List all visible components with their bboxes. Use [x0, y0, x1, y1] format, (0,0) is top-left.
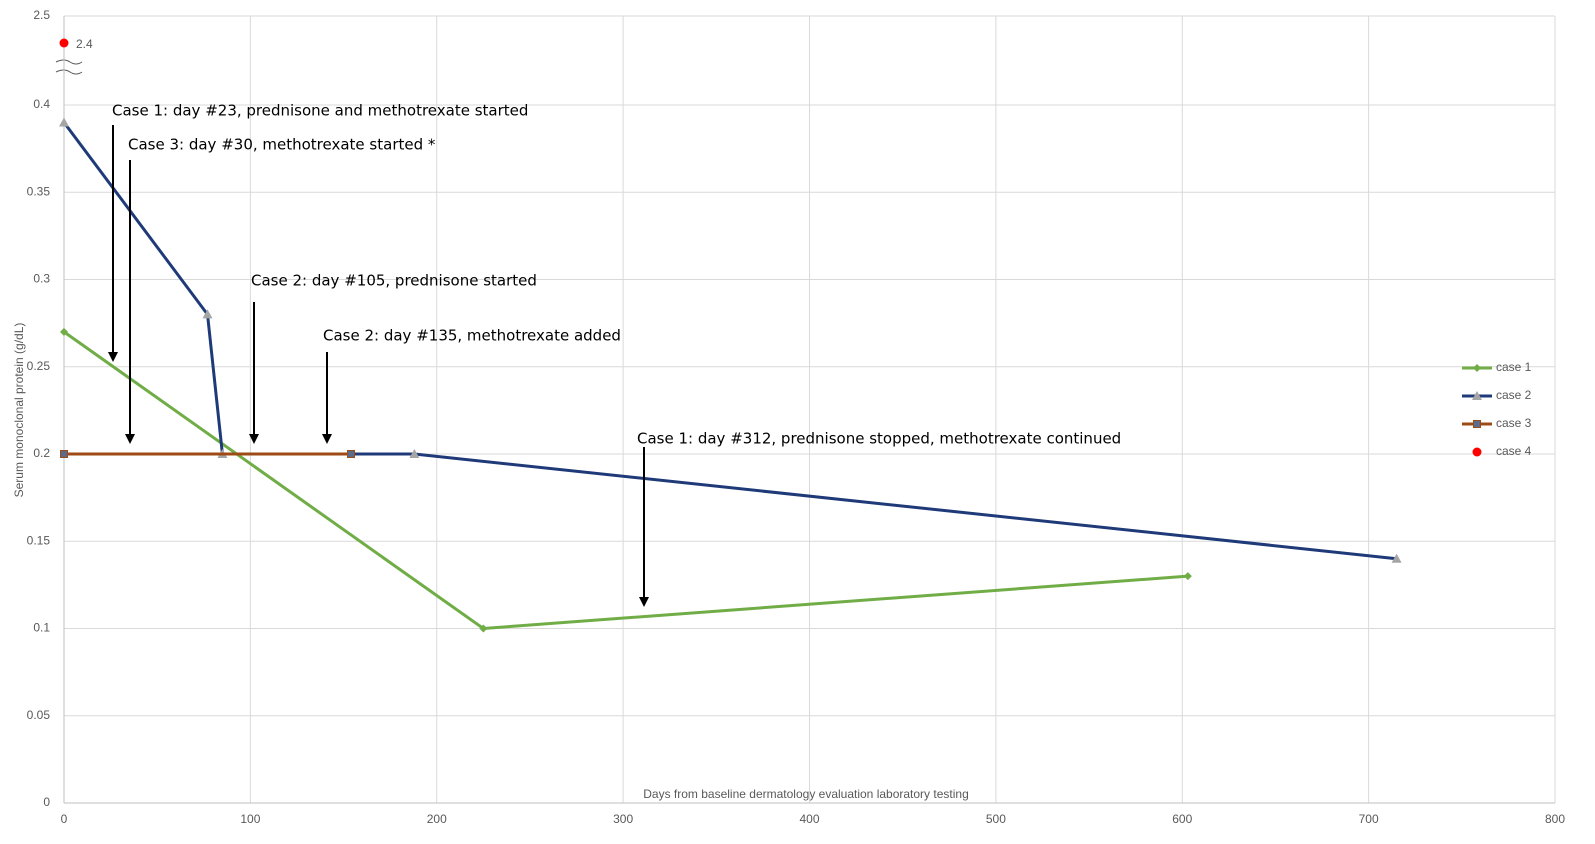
data-point — [479, 624, 488, 633]
annotation: Case 2: day #135, methotrexate added — [323, 327, 621, 345]
y-tick-label: 2.5 — [33, 8, 50, 22]
data-point — [409, 449, 420, 458]
arrow-head — [639, 597, 649, 607]
legend-item: case 3 — [1462, 416, 1532, 430]
annotation: Case 3: day #30, methotrexate started * — [128, 136, 436, 154]
y-tick-label: 0.25 — [27, 359, 51, 373]
x-axis-title: Days from baseline dermatology evaluatio… — [643, 787, 969, 801]
x-tick-label: 800 — [1545, 812, 1565, 826]
data-point — [202, 309, 213, 319]
data-point — [1183, 572, 1192, 581]
arrow-head — [108, 352, 118, 362]
data-point — [59, 117, 69, 127]
data-point — [60, 327, 68, 336]
data-point — [1472, 391, 1482, 400]
y-tick-label: 0.15 — [27, 533, 51, 547]
arrow-head — [125, 434, 135, 444]
legend-label: case 3 — [1496, 416, 1532, 430]
annotation: Case 1: day #312, prednisone stopped, me… — [637, 430, 1121, 448]
legend-label: case 2 — [1496, 388, 1532, 402]
annotation: Case 1: day #23, prednisone and methotre… — [112, 102, 528, 120]
x-tick-label: 500 — [986, 812, 1006, 826]
x-tick-label: 100 — [240, 812, 260, 826]
y-tick-label: 0.2 — [33, 446, 50, 460]
y-tick-label: 0.3 — [33, 272, 50, 286]
y-axis-title: Serum monoclonal protein (g/dL) — [12, 323, 26, 498]
y-tick-label: 0.1 — [33, 621, 50, 635]
y-tick-label: 0.05 — [27, 708, 51, 722]
data-point — [1472, 447, 1482, 457]
x-tick-label: 200 — [427, 812, 447, 826]
y-tick-label: 0.35 — [27, 184, 51, 198]
x-tick-label: 600 — [1172, 812, 1192, 826]
data-point — [347, 450, 356, 458]
x-tick-label: 400 — [799, 812, 819, 826]
legend-label: case 1 — [1496, 360, 1532, 374]
axis-break — [55, 59, 83, 75]
legend-item: case 2 — [1462, 388, 1532, 402]
data-point — [59, 38, 69, 48]
arrow-head — [322, 434, 332, 444]
legend-item: case 1 — [1462, 360, 1532, 374]
data-point — [1473, 420, 1481, 428]
y-tick-label: 0 — [43, 795, 50, 809]
data-point — [60, 450, 68, 458]
x-tick-label: 0 — [61, 812, 68, 826]
x-tick-label: 300 — [613, 812, 633, 826]
series-line — [63, 330, 1188, 631]
annotation: Case 2: day #105, prednisone started — [251, 272, 537, 290]
data-point — [1391, 553, 1402, 563]
series-line — [62, 121, 1397, 561]
legend-label: case 4 — [1496, 444, 1532, 458]
data-label: 2.4 — [76, 37, 93, 51]
arrow-head — [249, 434, 259, 444]
x-tick-label: 700 — [1359, 812, 1379, 826]
data-point — [1473, 364, 1481, 372]
y-tick-label: 0.4 — [33, 97, 50, 111]
legend-item: case 4 — [1472, 444, 1532, 458]
